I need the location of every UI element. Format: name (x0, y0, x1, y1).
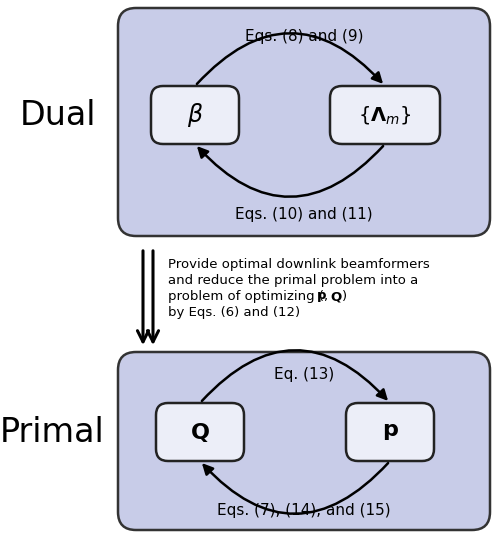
Text: and reduce the primal problem into a: and reduce the primal problem into a (168, 274, 417, 287)
Text: by Eqs. (6) and (12): by Eqs. (6) and (12) (168, 306, 300, 319)
FancyBboxPatch shape (151, 86, 238, 144)
Text: $\beta$: $\beta$ (186, 101, 203, 129)
Text: $\mathbf{Q}$: $\mathbf{Q}$ (190, 421, 209, 443)
FancyArrowPatch shape (196, 33, 380, 84)
FancyBboxPatch shape (329, 86, 439, 144)
Text: $\mathbf{p}$: $\mathbf{p}$ (381, 422, 398, 442)
Text: Eqs. (8) and (9): Eqs. (8) and (9) (244, 28, 363, 44)
FancyBboxPatch shape (156, 403, 243, 461)
Text: Provide optimal downlink beamformers: Provide optimal downlink beamformers (168, 258, 429, 271)
Text: Eqs. (10) and (11): Eqs. (10) and (11) (235, 207, 372, 221)
Text: Eq. (13): Eq. (13) (274, 367, 334, 381)
FancyBboxPatch shape (118, 352, 489, 530)
FancyBboxPatch shape (118, 8, 489, 236)
FancyArrowPatch shape (201, 350, 385, 401)
Text: problem of optimizing (: problem of optimizing ( (168, 290, 323, 303)
FancyArrowPatch shape (198, 146, 382, 197)
Text: $\mathbf{p}$: $\mathbf{p}$ (315, 290, 326, 304)
Text: Eqs. (7), (14), and (15): Eqs. (7), (14), and (15) (217, 503, 390, 517)
FancyArrowPatch shape (203, 463, 387, 514)
Text: ): ) (341, 290, 346, 303)
Text: $\{\mathbf{\Lambda}_m\}$: $\{\mathbf{\Lambda}_m\}$ (358, 104, 411, 126)
Text: ,: , (322, 290, 327, 303)
FancyBboxPatch shape (345, 403, 433, 461)
Text: Primal: Primal (0, 416, 104, 448)
Text: Dual: Dual (20, 98, 96, 132)
Text: $\mathbf{Q}$: $\mathbf{Q}$ (329, 290, 342, 304)
